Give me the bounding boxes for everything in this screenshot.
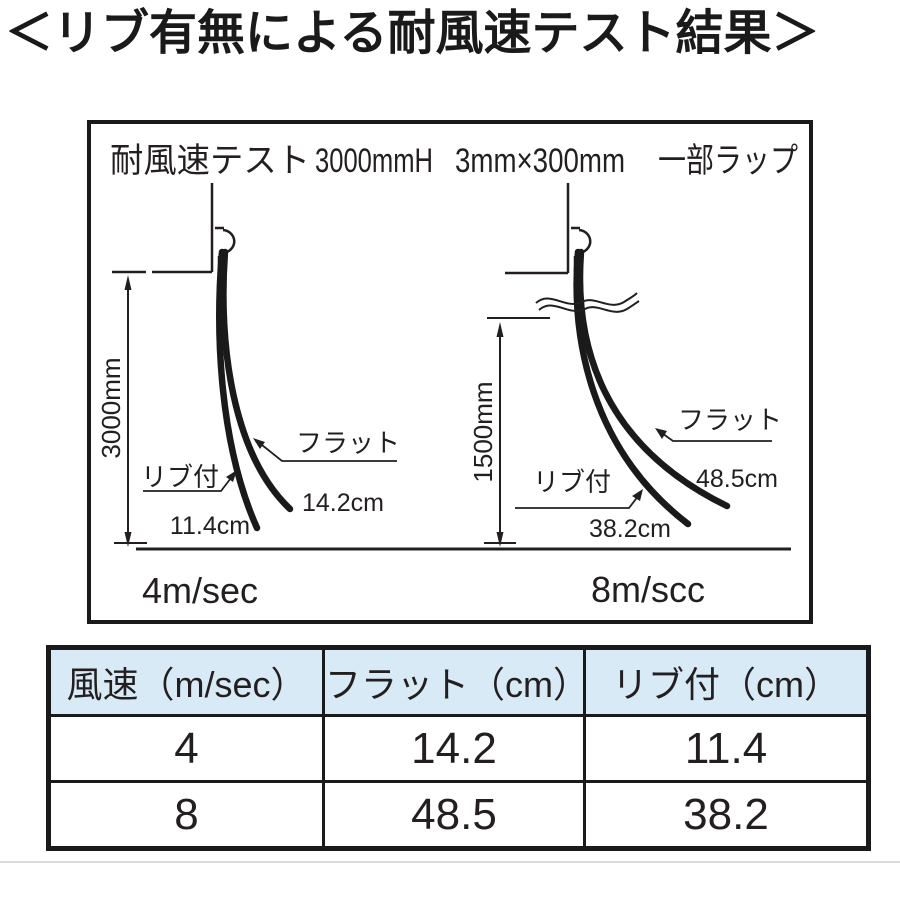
cell-flat-value: 14.2 xyxy=(322,714,586,783)
table-row: 4 14.2 11.4 xyxy=(47,714,870,783)
left-rib-value: 11.4cm xyxy=(170,512,250,540)
right-wind-speed: 8m/scc xyxy=(591,569,705,610)
right-flat-strip xyxy=(576,248,731,510)
left-rib-leader xyxy=(143,470,237,492)
right-flat-leader-arrowhead xyxy=(655,428,667,439)
right-dimension-arrow xyxy=(484,317,550,547)
left-flat-value: 14.2cm xyxy=(302,489,384,517)
right-rib-leader-arrowhead xyxy=(632,489,643,501)
table-header-flat: フラット（cm） xyxy=(322,646,589,717)
cell-flat-value: 48.5 xyxy=(322,780,586,850)
right-flat-value: 48.5cm xyxy=(696,465,778,493)
right-rib-strip xyxy=(573,248,692,528)
right-flat-label: フラット xyxy=(678,405,782,435)
photo-bottom-edge-line xyxy=(0,861,900,863)
left-dimension-label: 3000mm xyxy=(96,357,126,458)
diagram-box: 耐風速テスト 3000mmH 3mm×300mm 一部ラップ xyxy=(87,120,813,624)
left-wind-speed: 4m/sec xyxy=(142,570,258,611)
left-flat-label: フラット xyxy=(296,428,400,458)
right-rib-label: リブ付 xyxy=(533,467,611,497)
cell-wind-speed: 4 xyxy=(47,714,325,783)
right-dimension-label: 1500mm xyxy=(468,381,498,482)
left-rib-leader-arrowhead xyxy=(226,470,237,482)
left-flat-leader xyxy=(253,438,397,462)
cell-rib-value: 38.2 xyxy=(583,780,870,850)
table-header-wind-speed: 風速（m/sec） xyxy=(47,646,325,717)
table-header-row: 風速（m/sec） フラット（cm） リブ付（cm） xyxy=(47,646,870,717)
right-break-symbol xyxy=(535,292,640,313)
table-row: 8 48.5 38.2 xyxy=(47,780,870,850)
diagram-header-lap-note: 一部ラップ xyxy=(658,142,798,180)
cell-wind-speed: 8 xyxy=(47,780,325,850)
left-flat-strip xyxy=(220,248,294,513)
left-rib-label: リブ付 xyxy=(141,462,219,492)
wind-test-diagram: 耐風速テスト 3000mmH 3mm×300mm 一部ラップ xyxy=(96,142,798,611)
left-flat-leader-arrowhead xyxy=(253,438,265,449)
diagram-header-test-label: 耐風速テスト xyxy=(110,142,310,180)
right-flat-leader xyxy=(655,428,772,442)
right-fixture xyxy=(505,183,570,275)
left-dimension-arrow xyxy=(114,275,147,547)
left-rib-strip xyxy=(216,248,261,532)
table-header-rib: リブ付（cm） xyxy=(583,646,870,717)
diagram-header-height-spec: 3000mmH xyxy=(315,142,433,180)
diagram-header-size-spec: 3mm×300mm xyxy=(455,142,625,180)
page-title: ＜リブ有無による耐風速テスト結果＞ xyxy=(5,7,820,60)
cell-rib-value: 11.4 xyxy=(583,714,870,783)
results-table: 風速（m/sec） フラット（cm） リブ付（cm） 4 14.2 11.4 8… xyxy=(46,645,871,851)
left-fixture xyxy=(112,183,214,274)
right-rib-leader xyxy=(515,489,643,509)
right-rib-value: 38.2cm xyxy=(589,515,671,543)
